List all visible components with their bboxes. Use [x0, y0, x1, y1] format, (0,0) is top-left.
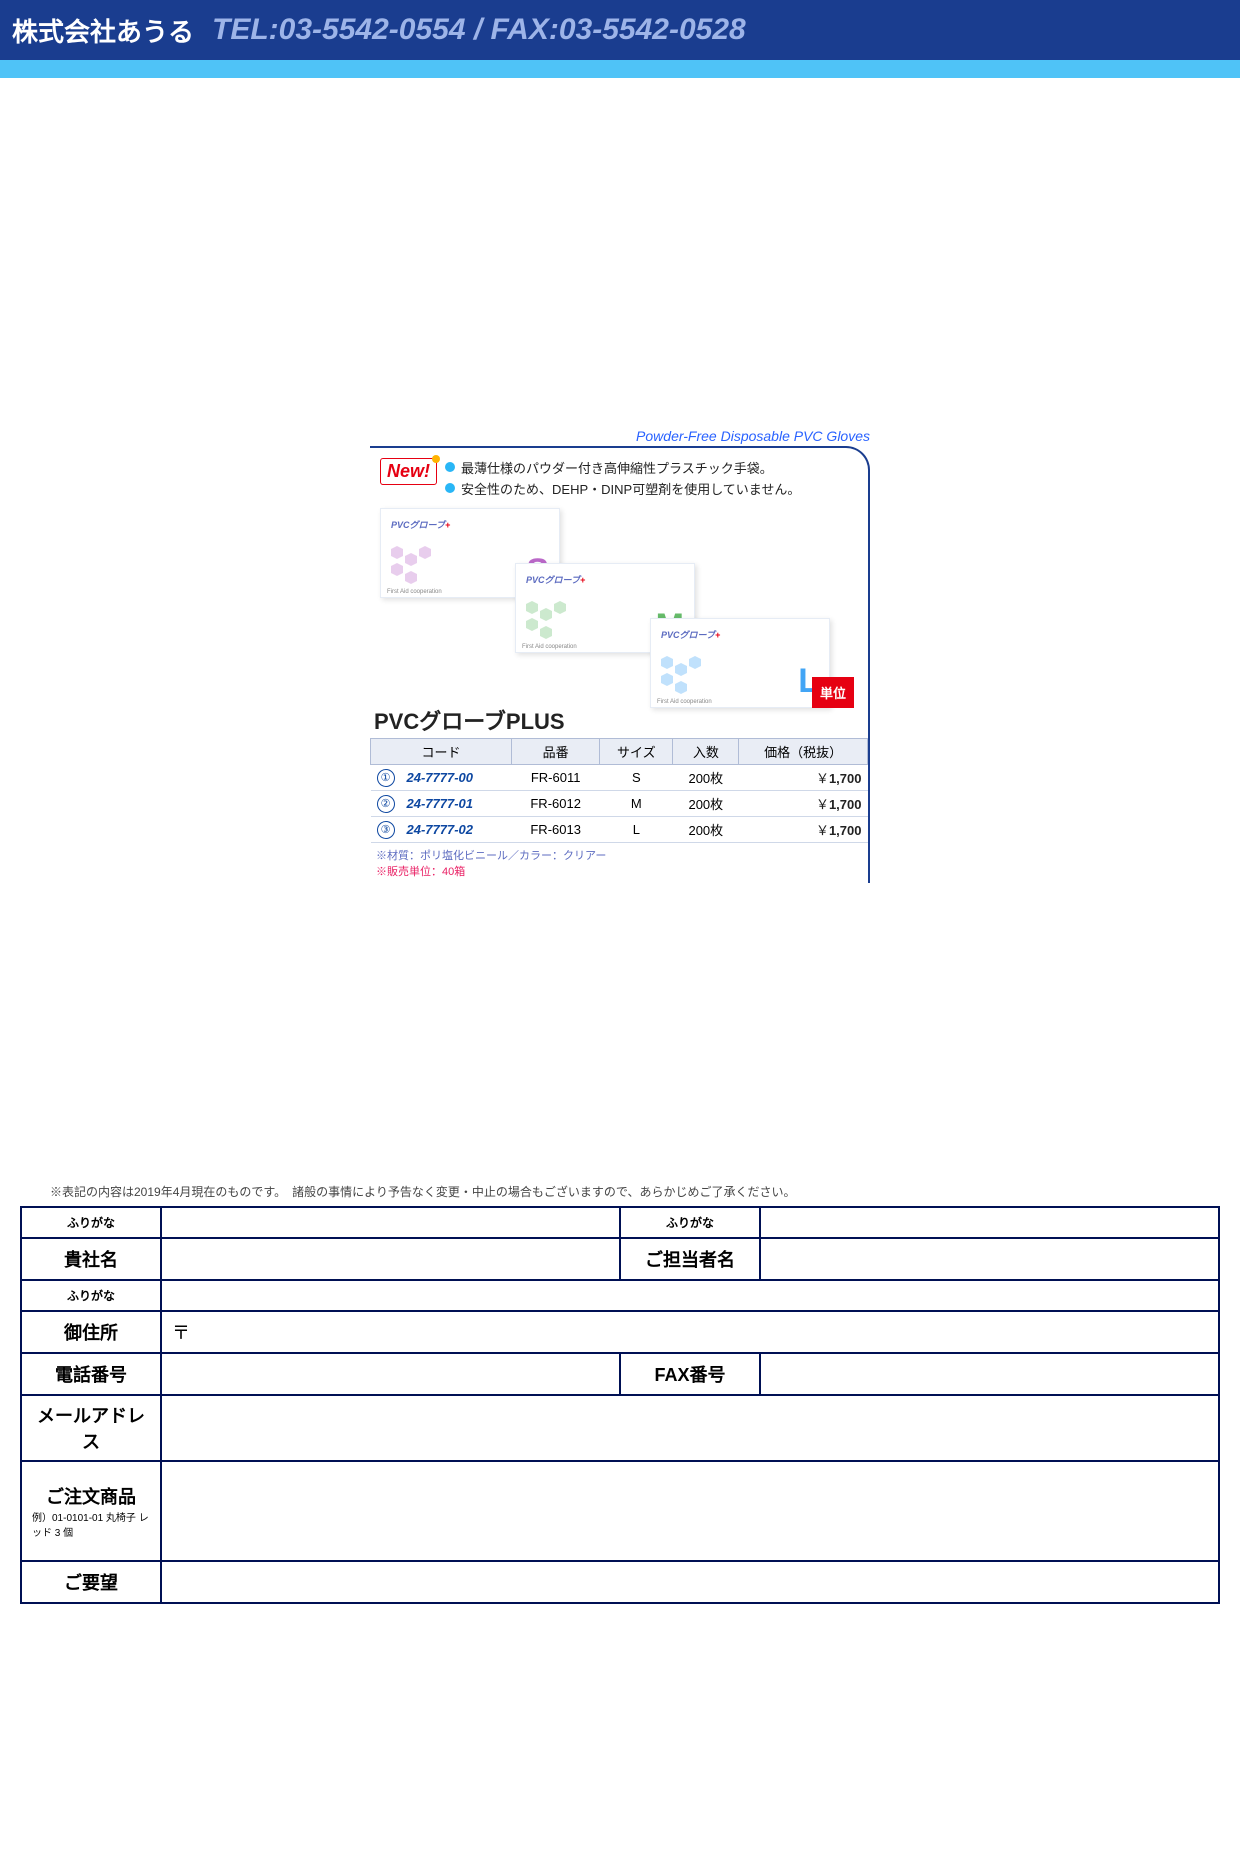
glove-box-l: PVCグローブ+ L First Aid cooperation: [650, 618, 830, 708]
material-note: ※材質：ポリ塩化ビニール／カラー：クリアー: [376, 847, 862, 863]
hex-pattern-icon: [522, 596, 592, 646]
address-label: 御住所: [21, 1311, 161, 1353]
hex-pattern-icon: [387, 541, 457, 591]
table-row: ③ 24-7777-02 FR-6013 L 200枚 ￥1,700: [371, 817, 868, 843]
row-size: M: [600, 791, 673, 817]
box-brand: PVCグローブ+: [391, 520, 450, 530]
row-index: ①: [371, 765, 401, 791]
accent-bar: [0, 60, 1240, 78]
address-furigana-input[interactable]: [161, 1280, 1219, 1311]
row-index: ②: [371, 791, 401, 817]
row-index: ③: [371, 817, 401, 843]
unit-badge: 単位: [812, 677, 854, 708]
row-qty: 200枚: [673, 765, 739, 791]
bullet-item: 最薄仕様のパウダー付き高伸縮性プラスチック手袋。: [445, 458, 800, 477]
furigana-label: ふりがな: [21, 1207, 161, 1238]
row-size: L: [600, 817, 673, 843]
row-part: FR-6011: [511, 765, 599, 791]
order-form: ふりがな ふりがな 貴社名 ご担当者名 ふりがな 御住所 〒 電話番号 FAX番…: [20, 1206, 1220, 1604]
row-part: FR-6012: [511, 791, 599, 817]
tel-input[interactable]: [161, 1353, 620, 1395]
address-input[interactable]: 〒: [161, 1311, 1219, 1353]
box-maker: First Aid cooperation: [657, 699, 712, 705]
row-code: 24-7777-01: [401, 791, 512, 817]
contact-label: ご担当者名: [620, 1238, 760, 1280]
row-price: ￥1,700: [739, 765, 868, 791]
company-name: 株式会社あうる: [12, 12, 194, 49]
product-category: Powder-Free Disposable PVC Gloves: [370, 428, 870, 444]
company-furigana-input[interactable]: [161, 1207, 620, 1238]
product-images: PVCグローブ+ S First Aid cooperation PVCグローブ…: [380, 508, 858, 698]
header-bar: 株式会社あうる TEL:03-5542-0554 / FAX:03-5542-0…: [0, 0, 1240, 60]
row-part: FR-6013: [511, 817, 599, 843]
th-part: 品番: [511, 739, 599, 765]
box-brand: PVCグローブ+: [661, 630, 720, 640]
price-table: コード 品番 サイズ 入数 価格（税抜） ① 24-7777-00 FR-601…: [370, 738, 868, 843]
email-input[interactable]: [161, 1395, 1219, 1461]
box-maker: First Aid cooperation: [387, 589, 442, 595]
bullet-dot-icon: [445, 462, 455, 472]
request-input[interactable]: [161, 1561, 1219, 1603]
products-example: 例）01-0101-01 丸椅子 レッド 3 個: [32, 1509, 150, 1539]
product-area: Powder-Free Disposable PVC Gloves New! 最…: [370, 428, 870, 883]
header-contact: TEL:03-5542-0554 / FAX:03-5542-0528: [212, 13, 746, 47]
email-label: メールアドレス: [21, 1395, 161, 1461]
products-label: ご注文商品 例）01-0101-01 丸椅子 レッド 3 個: [21, 1461, 161, 1561]
disclaimer-text: ※表記の内容は2019年4月現在のものです。 諸般の事情により予告なく変更・中止…: [50, 1183, 1220, 1200]
box-maker: First Aid cooperation: [522, 644, 577, 650]
product-panel: New! 最薄仕様のパウダー付き高伸縮性プラスチック手袋。 安全性のため、DEH…: [370, 446, 870, 883]
row-qty: 200枚: [673, 817, 739, 843]
row-qty: 200枚: [673, 791, 739, 817]
tel-label: 電話番号: [21, 1353, 161, 1395]
hex-pattern-icon: [657, 651, 727, 701]
fax-input[interactable]: [760, 1353, 1219, 1395]
th-size: サイズ: [600, 739, 673, 765]
table-footer: ※材質：ポリ塩化ビニール／カラー：クリアー ※販売単位：40箱: [370, 843, 868, 883]
row-price: ￥1,700: [739, 817, 868, 843]
company-label: 貴社名: [21, 1238, 161, 1280]
request-label: ご要望: [21, 1561, 161, 1603]
products-input[interactable]: [161, 1461, 1219, 1561]
furigana-label: ふりがな: [21, 1280, 161, 1311]
company-input[interactable]: [161, 1238, 620, 1280]
row-code: 24-7777-02: [401, 817, 512, 843]
contact-furigana-input[interactable]: [760, 1207, 1219, 1238]
bullet-item: 安全性のため、DEHP・DINP可塑剤を使用していません。: [445, 479, 800, 498]
fax-label: FAX番号: [620, 1353, 760, 1395]
product-title: PVCグローブPLUS: [374, 704, 868, 736]
sales-unit-note: ※販売単位：40箱: [376, 863, 862, 879]
row-price: ￥1,700: [739, 791, 868, 817]
table-row: ② 24-7777-01 FR-6012 M 200枚 ￥1,700: [371, 791, 868, 817]
furigana-label: ふりがな: [620, 1207, 760, 1238]
box-brand: PVCグローブ+: [526, 575, 585, 585]
th-code: コード: [371, 739, 512, 765]
new-badge: New!: [380, 458, 437, 485]
row-code: 24-7777-00: [401, 765, 512, 791]
th-price: 価格（税抜）: [739, 739, 868, 765]
row-size: S: [600, 765, 673, 791]
product-top: New! 最薄仕様のパウダー付き高伸縮性プラスチック手袋。 安全性のため、DEH…: [370, 458, 868, 500]
table-row: ① 24-7777-00 FR-6011 S 200枚 ￥1,700: [371, 765, 868, 791]
product-bullets: 最薄仕様のパウダー付き高伸縮性プラスチック手袋。 安全性のため、DEHP・DIN…: [445, 458, 800, 500]
th-qty: 入数: [673, 739, 739, 765]
contact-input[interactable]: [760, 1238, 1219, 1280]
bullet-dot-icon: [445, 483, 455, 493]
